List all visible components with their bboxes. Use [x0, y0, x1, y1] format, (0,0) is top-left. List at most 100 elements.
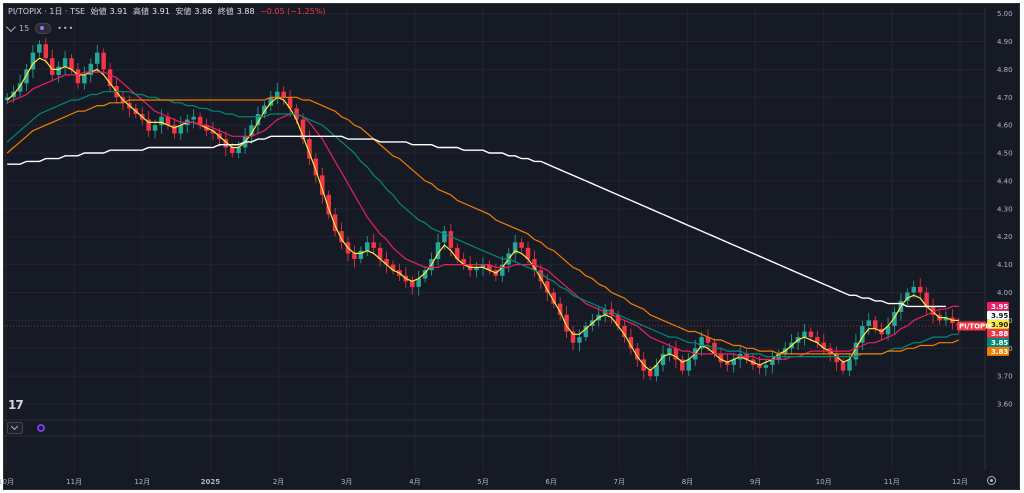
candle-body	[815, 337, 820, 343]
price-tag-bg	[987, 301, 1009, 311]
candle-body	[647, 370, 653, 377]
low-label: 安値	[175, 7, 192, 16]
candle-body	[17, 83, 23, 92]
candle-body	[62, 58, 68, 67]
candle-body	[512, 242, 518, 254]
candle-body	[802, 331, 807, 338]
price-tag-bg	[987, 328, 1009, 338]
candle-body	[577, 337, 582, 343]
time-axis[interactable]: 10月 11月 12月 2025 2月 3月 4月 5月 6月 7月 8月 9月 10月 11月 12月	[0, 478, 968, 486]
ohlc-legend: PI/TOPIX · 1日 · TSE 始値 3.91 高値 3.91 安値 3.86…	[8, 6, 329, 20]
time-tick-label: 11月	[66, 478, 82, 486]
price-tag-bg	[987, 346, 1009, 356]
price-tick-label: 4.10	[997, 261, 1013, 269]
candle-body	[699, 337, 704, 349]
candle-body	[159, 116, 164, 126]
candle-body	[281, 91, 286, 98]
moving-average-lines	[6, 57, 960, 372]
candle-body	[197, 116, 203, 126]
time-tick-label: 6月	[545, 478, 556, 486]
price-tick-label: 4.30	[997, 205, 1013, 213]
candle-body	[770, 359, 775, 366]
candle-body	[622, 325, 627, 338]
open-label: 始値	[90, 7, 107, 16]
candle-body	[538, 270, 544, 282]
symbol-title[interactable]: PI/TOPIX · 1日 · TSE	[8, 7, 86, 16]
price-tag-label: 3.95	[991, 312, 1008, 320]
candle-body	[165, 116, 171, 126]
candle-body	[262, 105, 267, 114]
candle-body	[885, 325, 891, 335]
candle-body	[229, 147, 235, 154]
candle-body	[249, 125, 254, 137]
candle-body	[313, 158, 319, 176]
candle-body	[371, 242, 376, 248]
candle-body	[840, 362, 846, 371]
chart-background	[3, 3, 1020, 490]
price-tick-label: 5.00	[997, 10, 1013, 18]
candle-body	[390, 264, 396, 271]
gear-icon[interactable]	[987, 476, 996, 485]
candle-body	[255, 113, 261, 126]
time-tick-label: 3月	[341, 478, 352, 486]
price-tick-label: 4.20	[997, 233, 1013, 241]
candle-body	[461, 259, 466, 265]
candle-body	[416, 278, 421, 287]
price-tag-label: 3.85	[991, 339, 1008, 347]
price-tick-label: 4.70	[997, 94, 1013, 102]
candle-body	[30, 52, 36, 70]
candle-body	[808, 331, 814, 338]
candle-body	[821, 342, 827, 349]
candle-body	[892, 312, 897, 326]
chevron-down-icon[interactable]	[5, 21, 16, 32]
candle-body	[82, 74, 87, 84]
candle-body	[763, 365, 769, 368]
candle-body	[474, 267, 479, 271]
price-tick-label: 3.60	[997, 401, 1013, 409]
ma-200-line	[7, 135, 946, 308]
candle-body	[667, 348, 672, 354]
candle-body	[37, 44, 42, 53]
candle-body	[924, 292, 929, 307]
ma-75-line	[6, 96, 960, 355]
candle-body	[525, 247, 531, 260]
close-label: 終値	[217, 7, 234, 16]
candle-body	[557, 303, 563, 315]
candle-body	[352, 253, 357, 260]
candle-body	[615, 314, 621, 326]
candle-body	[172, 125, 177, 134]
ma-20-line	[6, 71, 959, 360]
indicator-pill-icon[interactable]	[35, 22, 52, 34]
candle-body	[377, 247, 383, 260]
candle-body	[49, 58, 55, 75]
price-tag-bg	[987, 319, 1009, 329]
candle-body	[43, 44, 49, 59]
candle-body	[718, 353, 724, 363]
candle-body	[332, 214, 338, 232]
symbol-tag-bg	[957, 321, 986, 331]
time-tick-label: 2025	[201, 478, 221, 486]
candle-body	[287, 97, 293, 109]
candle-body	[725, 362, 730, 366]
candle-body	[307, 139, 312, 159]
more-icon[interactable]: •••	[57, 23, 75, 33]
candle-body	[545, 281, 550, 293]
candle-body	[866, 320, 872, 326]
indicator-circle-icon[interactable]	[37, 424, 45, 432]
candle-body	[480, 264, 486, 268]
candle-body	[320, 175, 325, 195]
sub-pane-controls	[7, 422, 45, 434]
indicator-count: 15	[19, 23, 30, 33]
candle-body	[757, 365, 762, 368]
collapse-pane-button[interactable]	[7, 422, 23, 434]
indicator-toggle-row: 15 •••	[5, 21, 75, 34]
candle-body	[930, 306, 936, 315]
candle-body	[448, 231, 454, 248]
candle-body	[75, 69, 81, 84]
price-tick-label: 4.50	[997, 150, 1013, 158]
candle-body	[94, 52, 100, 64]
candle-body	[107, 69, 113, 87]
price-tag-label: 3.95	[991, 303, 1008, 311]
time-tick-label: 11月	[884, 478, 900, 486]
